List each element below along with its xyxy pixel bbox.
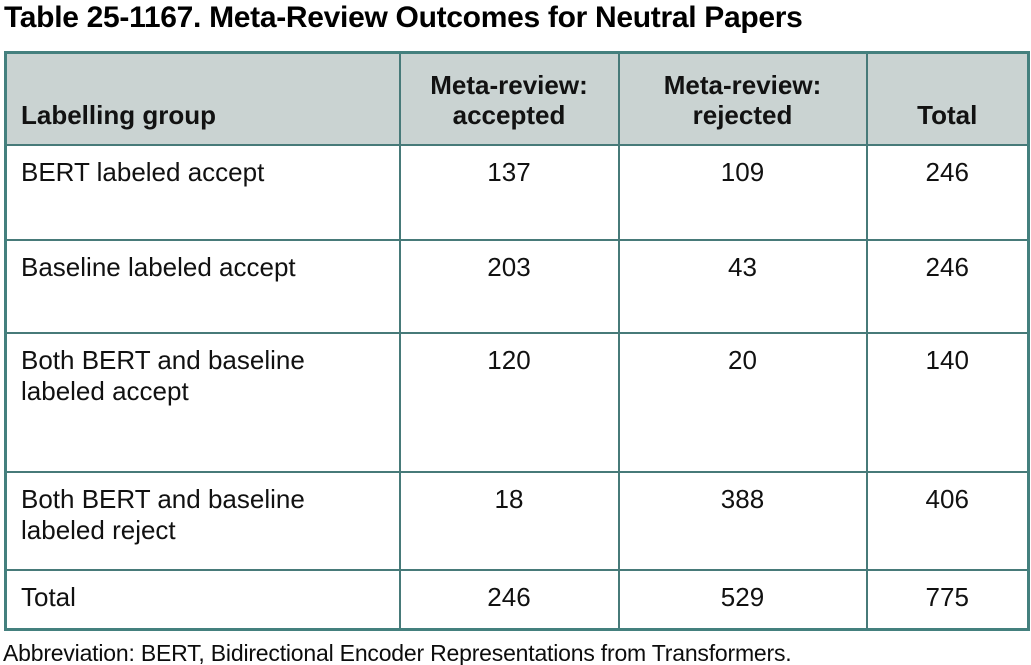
meta-review-outcomes-table: Labelling group Meta-review: accepted Me… xyxy=(4,50,1030,631)
column-header-total: Total xyxy=(865,51,1030,146)
table-row-both-labeled-accept: Both BERT and baseline labeled accept 12… xyxy=(4,332,1030,473)
rejected-value: 20 xyxy=(617,332,868,473)
table-title: Table 25-1167. Meta-Review Outcomes for … xyxy=(4,1,803,34)
total-value: 246 xyxy=(865,239,1030,334)
column-header-meta-review-rejected: Meta-review: rejected xyxy=(617,51,868,146)
rejected-value: 109 xyxy=(617,144,868,241)
total-value: 140 xyxy=(865,332,1030,473)
row-label: Total xyxy=(4,569,401,630)
rejected-value: 529 xyxy=(617,569,868,630)
accepted-value: 120 xyxy=(398,332,620,473)
table-row-total: Total 246 529 775 xyxy=(4,569,1030,630)
table-row-bert-labeled-accept: BERT labeled accept 137 109 246 xyxy=(4,144,1030,241)
total-value: 775 xyxy=(865,569,1030,630)
rejected-value: 388 xyxy=(617,471,868,571)
table-row-baseline-labeled-accept: Baseline labeled accept 203 43 246 xyxy=(4,239,1030,334)
header-row: Labelling group Meta-review: accepted Me… xyxy=(4,51,1030,146)
total-value: 246 xyxy=(865,144,1030,241)
row-label: Both BERT and baseline labeled accept xyxy=(4,332,401,473)
abbreviation-footnote: Abbreviation: BERT, Bidirectional Encode… xyxy=(3,639,792,665)
accepted-value: 18 xyxy=(398,471,620,571)
accepted-value: 137 xyxy=(398,144,620,241)
table-header: Labelling group Meta-review: accepted Me… xyxy=(4,51,1030,146)
column-header-meta-review-accepted: Meta-review: accepted xyxy=(398,51,620,146)
row-label: Both BERT and baseline labeled reject xyxy=(4,471,401,571)
row-label: Baseline labeled accept xyxy=(4,239,401,334)
row-label: BERT labeled accept xyxy=(4,144,401,241)
accepted-value: 246 xyxy=(398,569,620,630)
table-body: BERT labeled accept 137 109 246 Baseline… xyxy=(4,144,1030,630)
rejected-value: 43 xyxy=(617,239,868,334)
table-row-both-labeled-reject: Both BERT and baseline labeled reject 18… xyxy=(4,471,1030,571)
total-value: 406 xyxy=(865,471,1030,571)
column-header-labelling-group: Labelling group xyxy=(4,51,401,146)
accepted-value: 203 xyxy=(398,239,620,334)
